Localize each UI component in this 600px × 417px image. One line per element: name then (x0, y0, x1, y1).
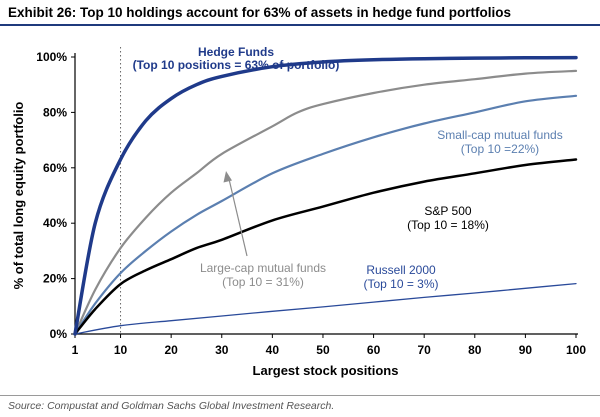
annotation-s-p-500-note: (Top 10 = 18%) (407, 218, 489, 232)
series-line-s-p-500 (73, 158, 578, 336)
x-tick-label: 60 (367, 343, 381, 357)
series-line-large-cap-mutual-funds (73, 69, 578, 336)
y-tick-label: 80% (43, 105, 67, 119)
annotation-s-p-500-name: S&P 500 (424, 204, 471, 218)
series-line-russell-2000 (74, 282, 577, 335)
chart-area: 0% 20% 40% 60% 80% 100% 1 10 20 30 40 50 60 70 80 90 100… (11, 45, 586, 378)
x-tick-label: 30 (215, 343, 229, 357)
y-tick-label: 40% (43, 216, 67, 230)
y-tick-label: 60% (43, 161, 67, 175)
annotation-hedge-funds-name: Hedge Funds (198, 45, 274, 59)
chart-title: Exhibit 26: Top 10 holdings account for … (8, 5, 512, 20)
annotation-large-cap-mutual-funds-note: (Top 10 = 31%) (222, 275, 304, 289)
x-tick-label: 90 (519, 343, 533, 357)
y-tick-label: 0% (50, 327, 68, 341)
x-tick-label: 40 (266, 343, 280, 357)
x-tick-label: 10 (114, 343, 128, 357)
x-tick-label: 100 (566, 343, 586, 357)
source-note: Source: Compustat and Goldman Sachs Glob… (8, 400, 335, 412)
annotation-arrow-head (223, 171, 232, 183)
x-tick-label: 1 (72, 343, 79, 357)
series-line-hedge-funds (73, 55, 578, 336)
annotation-small-cap-mutual-funds-note: (Top 10 =22%) (461, 142, 539, 156)
y-tick-label: 100% (36, 50, 67, 64)
x-axis-title: Largest stock positions (253, 363, 399, 378)
annotation-arrow-line (228, 178, 248, 257)
annotation-russell-2000-note: (Top 10 = 3%) (363, 277, 438, 291)
x-tick-label: 70 (418, 343, 432, 357)
x-tick-label: 50 (316, 343, 330, 357)
series-line-small-cap-mutual-funds (73, 94, 578, 336)
annotation-russell-2000-name: Russell 2000 (366, 263, 436, 277)
annotation-small-cap-mutual-funds-name: Small-cap mutual funds (437, 128, 562, 142)
title-divider (0, 24, 600, 26)
footer-divider (0, 395, 600, 396)
annotation-large-cap-mutual-funds-name: Large-cap mutual funds (200, 261, 326, 275)
y-tick-label: 20% (43, 272, 67, 286)
x-tick-label: 80 (468, 343, 482, 357)
x-tick-label: 20 (164, 343, 178, 357)
y-axis-title: % of total long equity portfolio (11, 102, 26, 290)
annotation-hedge-funds-note: (Top 10 positions = 63% of portfolio) (133, 58, 340, 72)
